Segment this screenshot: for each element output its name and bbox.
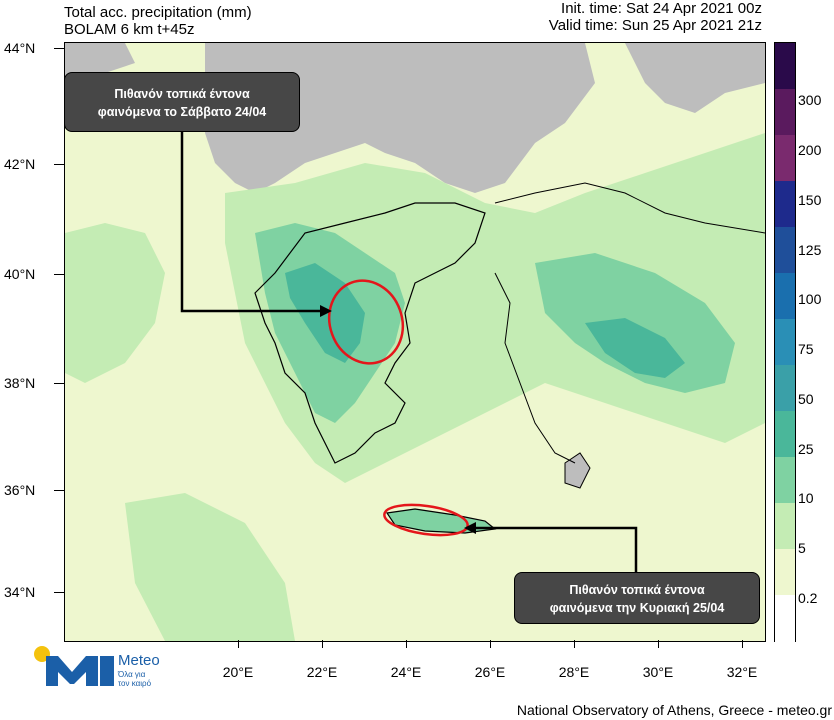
lat-label-42n: 42°N [4,156,36,172]
colorbar-segment [775,89,795,136]
logo-tagline-1: Όλα για [118,670,146,679]
colorbar-label-150: 150 [798,192,822,208]
colorbar-label-300: 300 [798,92,822,108]
lat-label-34n: 34°N [4,584,36,600]
colorbar-segment [775,457,795,504]
colorbar-segment [775,319,795,366]
dodecanese-island [564,452,591,489]
colorbar-label-0-2: 0.2 [798,590,818,606]
colorbar-label-125: 125 [798,242,822,258]
colorbar-label-100: 100 [798,291,822,307]
colorbar-segment [775,595,795,642]
lon-tick [574,640,575,648]
lat-label-36n: 36°N [4,482,36,498]
callout-saturday-line2: φαινόμενα το Σάββατο 24/04 [97,105,267,119]
callout-sunday: Πιθανόν τοπικά έντονα φαινόμενα την Κυρι… [514,572,760,624]
colorbar-segment [775,227,795,274]
logo-brand: Meteo [118,652,160,669]
lon-tick [406,640,407,648]
footer-credit: National Observatory of Athens, Greece -… [516,702,832,718]
lon-label-26e: 26°E [474,664,506,680]
colorbar-segment [775,503,795,550]
lon-label-30e: 30°E [642,664,674,680]
lon-label-22e: 22°E [306,664,338,680]
lat-tick [54,592,64,593]
precipitation-map [64,42,766,642]
map-title: Total acc. precipitation (mm) BOLAM 6 km… [64,4,252,38]
colorbar-segment [775,181,795,228]
lon-tick [238,640,239,648]
colorbar-segment [775,135,795,182]
callout-sunday-line1: Πιθανόν τοπικά έντονα [569,583,705,597]
precip-zone-turkey-dark [585,318,685,378]
run-info: Init. time: Sat 24 Apr 2021 00z Valid ti… [549,0,762,34]
colorbar [774,42,796,642]
colorbar-segment [775,43,795,90]
title-line-2: BOLAM 6 km t+45z [64,21,195,38]
logo-tagline-2: τον καιρό [118,679,152,688]
lat-tick [54,383,64,384]
lon-label-28e: 28°E [558,664,590,680]
colorbar-segment [775,549,795,596]
lat-tick [54,274,64,275]
lat-tick [54,164,64,165]
callout-saturday: Πιθανόν τοπικά έντονα φαινόμενα το Σάββα… [64,72,300,132]
lat-tick [54,490,64,491]
lat-label-44n: 44°N [4,40,36,56]
precip-zone-africa [125,493,295,641]
colorbar-segment [775,365,795,412]
precip-zone-west [65,223,165,383]
init-time: Init. time: Sat 24 Apr 2021 00z [561,0,762,17]
lat-label-40n: 40°N [4,266,36,282]
lon-tick [490,640,491,648]
colorbar-label-200: 200 [798,142,822,158]
colorbar-label-50: 50 [798,391,814,407]
lon-tick [742,640,743,648]
colorbar-segment [775,273,795,320]
turkey-west-coast [494,272,576,464]
lon-label-20e: 20°E [222,664,254,680]
turkey-coastline [494,182,765,234]
colorbar-segment [775,411,795,458]
colorbar-label-25: 25 [798,441,814,457]
lon-tick [322,640,323,648]
map-graphic [65,43,765,641]
lon-tick [658,640,659,648]
title-line-1: Total acc. precipitation (mm) [64,4,252,21]
lat-label-38n: 38°N [4,375,36,391]
callout-sunday-line2: φαινόμενα την Κυριακή 25/04 [549,601,725,615]
valid-time: Valid time: Sun 25 Apr 2021 21z [548,17,762,34]
logo-bar-icon [100,656,114,686]
lon-label-32e: 32°E [726,664,758,680]
colorbar-label-5: 5 [798,540,806,556]
lon-label-24e: 24°E [390,664,422,680]
meteo-logo [34,646,114,686]
turkey-grey-land [625,43,765,113]
lat-tick [54,48,64,49]
logo-m-icon [46,656,98,686]
colorbar-label-10: 10 [798,490,814,506]
callout-saturday-line1: Πιθανόν τοπικά έντονα [114,87,250,101]
colorbar-label-75: 75 [798,341,814,357]
